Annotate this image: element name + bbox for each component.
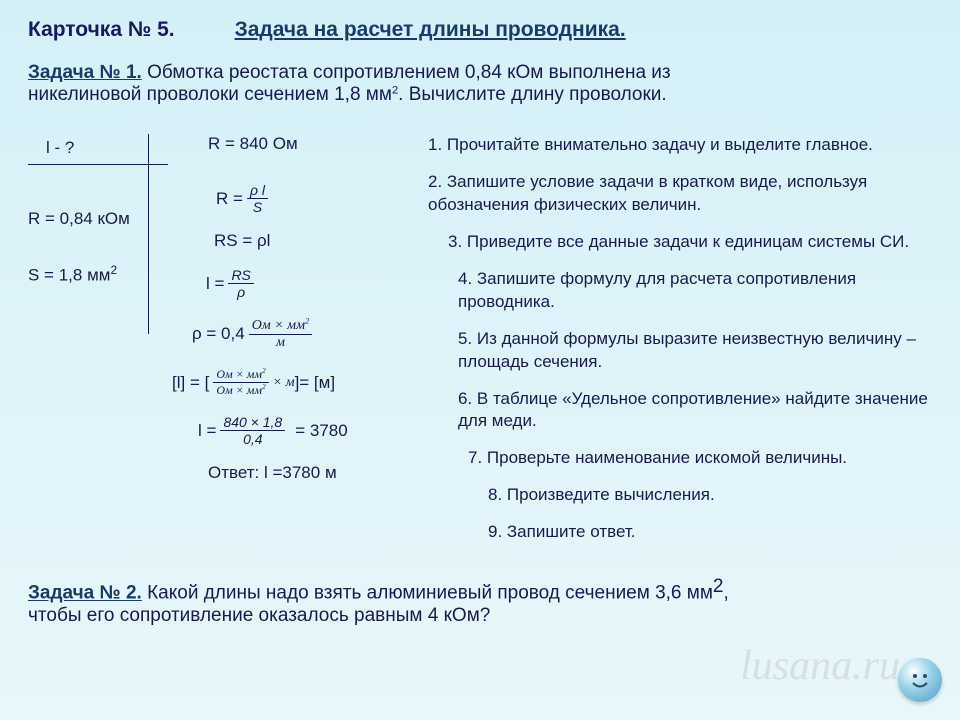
- smile-button[interactable]: [898, 658, 942, 702]
- task1-text-line2-end: . Вычислите длину проволоки.: [398, 84, 667, 105]
- calc-rho: ρ = 0,4 Ом × мм2м: [192, 316, 428, 351]
- step-3: 3. Приведите все данные задачи к единица…: [448, 231, 932, 254]
- card-number: Карточка № 5.: [28, 18, 175, 42]
- calc-rs: RS = ρl: [214, 231, 428, 251]
- watermark: lusana.ru: [740, 642, 900, 690]
- calc-answer: Ответ: l =3780 м: [208, 463, 428, 483]
- step-8: 8. Произведите вычисления.: [488, 484, 932, 507]
- step-9: 9. Запишите ответ.: [488, 521, 932, 544]
- step-7: 7. Проверьте наименование искомой величи…: [468, 447, 932, 470]
- smile-icon: [906, 666, 934, 694]
- header: Карточка № 5. Задача на расчет длины про…: [28, 18, 932, 42]
- calc-l-formula: l = RSρ: [206, 267, 428, 300]
- step-2: 2. Запишите условие задачи в кратком вид…: [428, 171, 932, 217]
- given-s: S = 1,8 мм2: [28, 263, 168, 286]
- task2-block: Задача № 2. Какой длины надо взять алюми…: [28, 576, 932, 626]
- calc-r-formula: R = ρ lS: [216, 182, 428, 215]
- task1-header: Задача № 1. Обмотка реостата сопротивлен…: [28, 62, 932, 106]
- calc-l-numeric: l = 840 × 1,80,4 = 3780: [198, 414, 428, 447]
- calc-r-converted: R = 840 Ом: [208, 134, 428, 154]
- page-subtitle: Задача на расчет длины проводника.: [235, 18, 626, 42]
- step-4: 4. Запишите формулу для расчета сопротив…: [458, 268, 932, 314]
- task2-text2: чтобы его сопротивление оказалось равным…: [28, 605, 490, 626]
- calculation-column: R = 840 Ом R = ρ lS RS = ρl l = RSρ ρ = …: [168, 134, 428, 558]
- task1-text-line2: никелиновой проволоки сечением 1,8 мм: [28, 84, 392, 105]
- find-value: l - ?: [28, 134, 168, 165]
- task2-label: Задача № 2.: [28, 583, 142, 604]
- task2-text1: Какой длины надо взять алюминиевый прово…: [142, 583, 713, 604]
- given-r: R = 0,84 кОм: [28, 209, 168, 229]
- step-6: 6. В таблице «Удельное сопротивление» на…: [458, 388, 932, 434]
- step-1: 1. Прочитайте внимательно задачу и выдел…: [428, 134, 932, 157]
- task1-text-line1: Обмотка реостата сопротивлением 0,84 кОм…: [142, 62, 671, 83]
- steps-column: 1. Прочитайте внимательно задачу и выдел…: [428, 134, 932, 558]
- given-column: l - ? R = 0,84 кОм S = 1,8 мм2: [28, 134, 168, 558]
- step-5: 5. Из данной формулы выразите неизвестну…: [458, 328, 932, 374]
- solution-area: l - ? R = 0,84 кОм S = 1,8 мм2 R = 840 О…: [28, 134, 932, 558]
- calc-dimensions: [l] = [ Ом × мм2 Ом × мм2 × м ]= [м]: [172, 367, 428, 398]
- task1-label: Задача № 1.: [28, 62, 142, 83]
